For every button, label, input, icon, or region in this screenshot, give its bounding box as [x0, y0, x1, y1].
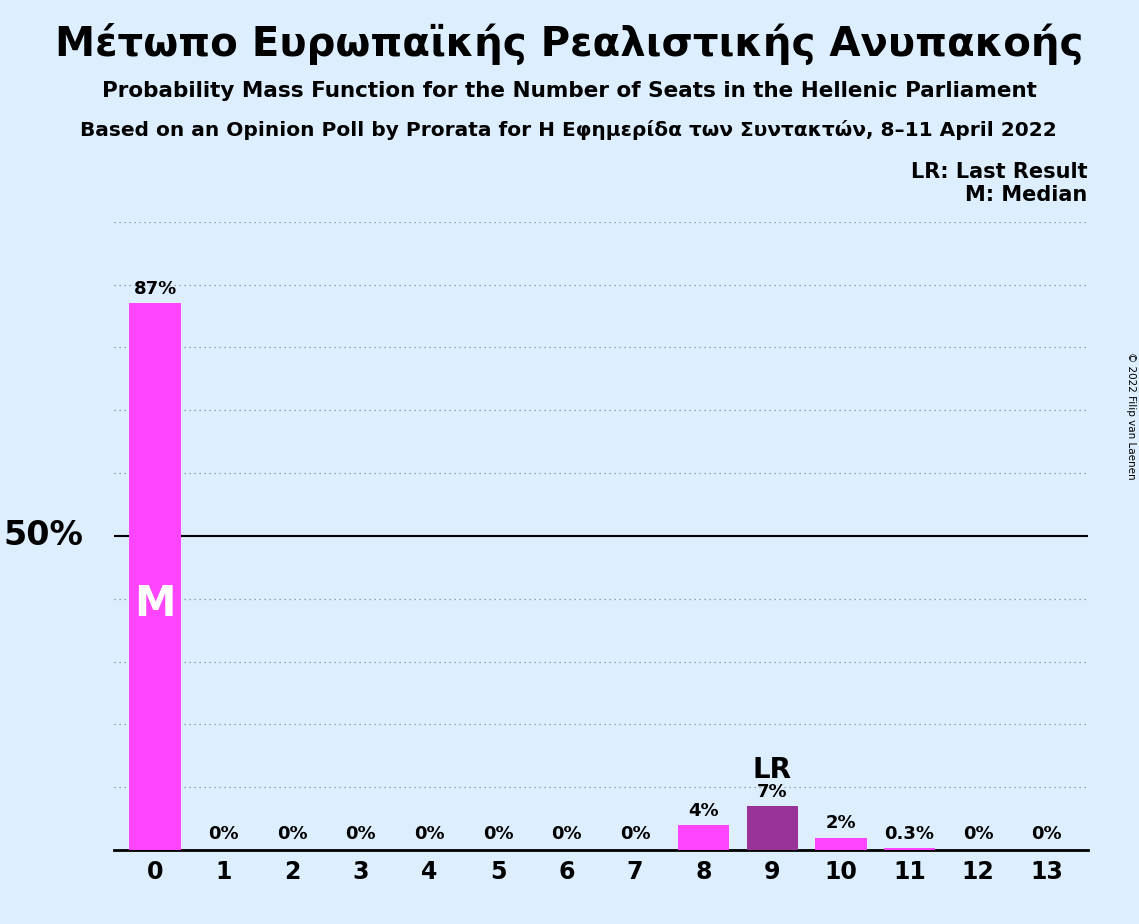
Bar — [130, 303, 181, 850]
Text: © 2022 Filip van Laenen: © 2022 Filip van Laenen — [1126, 352, 1136, 480]
Bar — [746, 806, 798, 850]
Text: 2%: 2% — [826, 814, 857, 833]
Text: Based on an Opinion Poll by Prorata for Η Εφημερίδα των Συντακτών, 8–11 April 20: Based on an Opinion Poll by Prorata for … — [80, 120, 1057, 140]
Text: M: M — [134, 583, 175, 626]
Text: 0%: 0% — [415, 824, 444, 843]
Text: 0%: 0% — [208, 824, 239, 843]
Text: 0%: 0% — [620, 824, 650, 843]
Text: 7%: 7% — [757, 783, 787, 801]
Text: Probability Mass Function for the Number of Seats in the Hellenic Parliament: Probability Mass Function for the Number… — [103, 81, 1036, 102]
Bar — [884, 848, 935, 850]
Text: 4%: 4% — [688, 802, 719, 820]
Text: 0%: 0% — [277, 824, 308, 843]
Text: M: Median: M: Median — [966, 185, 1088, 205]
Text: LR: LR — [753, 756, 792, 784]
Text: 0%: 0% — [1031, 824, 1062, 843]
Text: LR: Last Result: LR: Last Result — [911, 162, 1088, 182]
Bar — [678, 825, 729, 850]
Text: 0%: 0% — [345, 824, 376, 843]
Text: 50%: 50% — [3, 519, 83, 553]
Text: 0%: 0% — [551, 824, 582, 843]
Bar — [816, 837, 867, 850]
Text: 0.3%: 0.3% — [885, 825, 934, 844]
Text: 0%: 0% — [483, 824, 514, 843]
Text: 87%: 87% — [133, 280, 177, 298]
Text: 0%: 0% — [962, 824, 993, 843]
Text: Μέτωπο Ευρωπαϊκής Ρεαλιστικής Ανυπακοής: Μέτωπο Ευρωπαϊκής Ρεαλιστικής Ανυπακοής — [56, 23, 1083, 65]
